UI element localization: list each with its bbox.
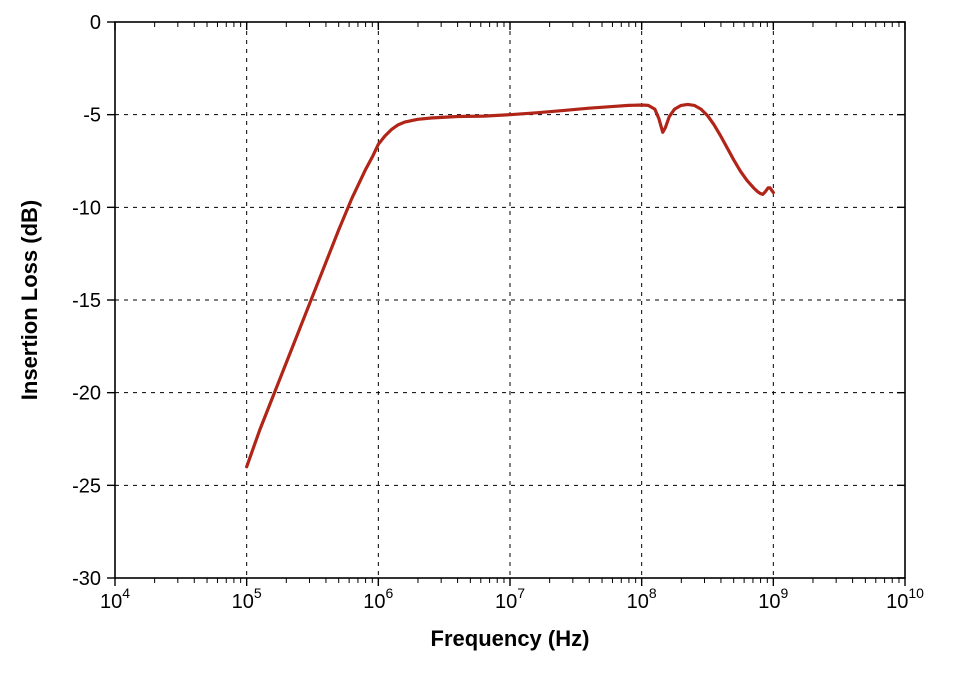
x-axis-title: Frequency (Hz) <box>431 626 590 651</box>
insertion-loss-chart: 10410510610710810910100-5-10-15-20-25-30… <box>0 0 958 675</box>
y-axis-title: Insertion Loss (dB) <box>17 200 42 400</box>
y-tick-label: -30 <box>72 568 101 590</box>
y-tick-label: -20 <box>72 383 101 405</box>
y-tick-label: -25 <box>72 475 101 497</box>
y-tick-label: -15 <box>72 290 101 312</box>
y-tick-label: -10 <box>72 197 101 219</box>
y-tick-label: -5 <box>83 105 101 127</box>
y-tick-label: 0 <box>90 12 101 34</box>
